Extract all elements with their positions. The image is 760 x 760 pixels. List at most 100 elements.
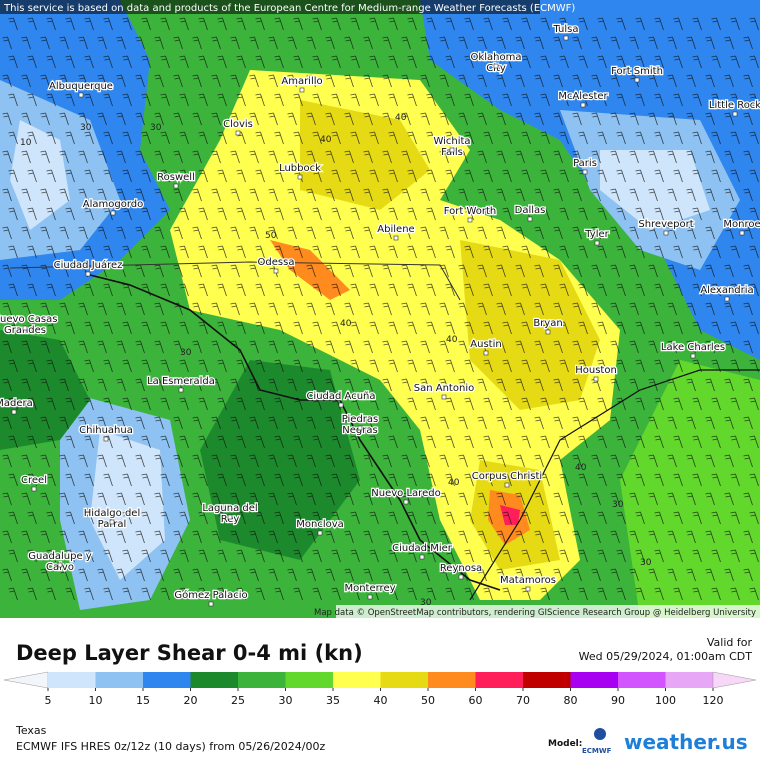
shear-zone — [200, 360, 360, 560]
model-label: Model: — [548, 739, 582, 749]
city-label: Bryan — [533, 318, 562, 329]
colorbar-tick-label: 25 — [231, 694, 245, 707]
city-label: Odessa — [258, 257, 295, 268]
border — [9, 261, 461, 301]
city-label: Creel — [21, 475, 47, 486]
contour-label: 10 — [20, 138, 32, 148]
city-label: Reynosa — [440, 563, 482, 574]
model-name: ECMWF — [582, 747, 612, 755]
city-marker — [403, 499, 409, 505]
colorbar-tick-label: 35 — [326, 694, 340, 707]
map: This service is based on data and produc… — [0, 0, 760, 618]
colorbar-tick-label: 80 — [564, 694, 578, 707]
colorbar-segment — [95, 672, 143, 688]
city-label: Lubbock — [279, 163, 321, 174]
colorbar-tick-label: 40 — [374, 694, 388, 707]
city-label: San Antonio — [414, 383, 474, 394]
contour-label: 40 — [448, 478, 460, 488]
ecmwf-logo — [594, 728, 606, 740]
colorbar-segment — [618, 672, 666, 688]
city-label: Hidalgo del Parral — [84, 508, 140, 530]
colorbar-tick-label: 70 — [516, 694, 530, 707]
city-label: Fort Smith — [611, 66, 663, 77]
city-marker — [299, 87, 305, 93]
colorbar-tick-label: 15 — [136, 694, 150, 707]
wind-barbs — [2, 17, 759, 601]
city-marker — [22, 325, 28, 331]
wind-barb — [2, 17, 759, 601]
city-label: Houston — [575, 365, 617, 376]
city-label: Dallas — [515, 205, 546, 216]
city-marker — [57, 562, 63, 568]
colorbar-segment — [48, 672, 96, 688]
contour-label: 40 — [340, 319, 352, 329]
city-marker — [31, 486, 37, 492]
shear-zone — [620, 360, 760, 618]
city-label: Austin — [470, 339, 501, 350]
city-marker — [110, 210, 116, 216]
city-label: Wichita Falls — [433, 136, 470, 158]
city-marker — [545, 329, 551, 335]
city-label: Shreveport — [638, 219, 693, 230]
legend-title: Deep Layer Shear 0-4 mi (kn) — [16, 641, 363, 665]
city-marker — [582, 169, 588, 175]
city-label: Laguna del Rey — [202, 503, 257, 525]
valid-label: Valid for — [707, 636, 753, 649]
city-label: Monroe — [723, 219, 760, 230]
city-label: Alamogordo — [83, 199, 143, 210]
city-label: Tulsa — [552, 24, 578, 35]
colorbar-segment — [428, 672, 476, 688]
colorbar-tick-label: 30 — [279, 694, 293, 707]
city-label: Fort Worth — [444, 206, 497, 217]
shear-zone — [600, 150, 710, 230]
colorbar-segment — [665, 672, 713, 688]
city-label: La Esmeralda — [147, 376, 215, 387]
colorbar-tick-label: 90 — [611, 694, 625, 707]
city-marker — [593, 376, 599, 382]
model-run: ECMWF IFS HRES 0z/12z (10 days) from 05/… — [16, 740, 326, 753]
city-marker — [467, 217, 473, 223]
valid-time: Wed 05/29/2024, 01:00am CDT — [579, 650, 753, 663]
shear-zone — [460, 240, 600, 410]
contour-label: 30 — [640, 558, 652, 568]
city-label: Amarillo — [281, 76, 322, 87]
city-marker — [109, 519, 115, 525]
city-marker — [580, 102, 586, 108]
city-marker — [178, 387, 184, 393]
city-label: Ciudad Mier — [392, 543, 453, 554]
city-marker — [563, 35, 569, 41]
city-marker — [338, 402, 344, 408]
colorbar: 5 10 15 20 25 30 35 40 50 60 70 80 90 100 120 — [3, 671, 757, 707]
colorbar-tick-label: 10 — [89, 694, 103, 707]
city-label: Lake Charles — [661, 342, 725, 353]
colorbar-segment — [380, 672, 428, 688]
city-marker — [367, 594, 373, 600]
city-marker — [11, 409, 17, 415]
city-label: Nuevo Laredo — [371, 488, 440, 499]
city-label: Oklahoma City — [471, 52, 522, 74]
city-marker — [317, 530, 323, 536]
colorbar-segment — [523, 672, 571, 688]
colorbar-segment — [190, 672, 238, 688]
city-marker — [594, 240, 600, 246]
city-marker — [103, 436, 109, 442]
city-label: Piedras Negras — [342, 414, 379, 436]
legend: Deep Layer Shear 0-4 mi (kn) Valid for W… — [3, 636, 757, 755]
colorbar-tick-label: 60 — [469, 694, 483, 707]
city-marker — [297, 174, 303, 180]
colorbar-segment — [475, 672, 523, 688]
colorbar-end — [3, 671, 49, 689]
city-label: Little Rock — [709, 100, 760, 111]
city-marker — [85, 271, 91, 277]
contour-label: 40 — [575, 463, 587, 473]
city-label: Madera — [0, 398, 33, 409]
shear-zone — [500, 505, 520, 525]
colorbar-tick-label: 100 — [655, 694, 676, 707]
contour-label: 30 — [180, 348, 192, 358]
city-marker — [493, 63, 499, 69]
city-label: Guadalupe y Calvo — [28, 551, 91, 573]
city-label: Abilene — [377, 224, 414, 235]
city-label: Chihuahua — [79, 425, 133, 436]
colorbar-segment — [570, 672, 618, 688]
